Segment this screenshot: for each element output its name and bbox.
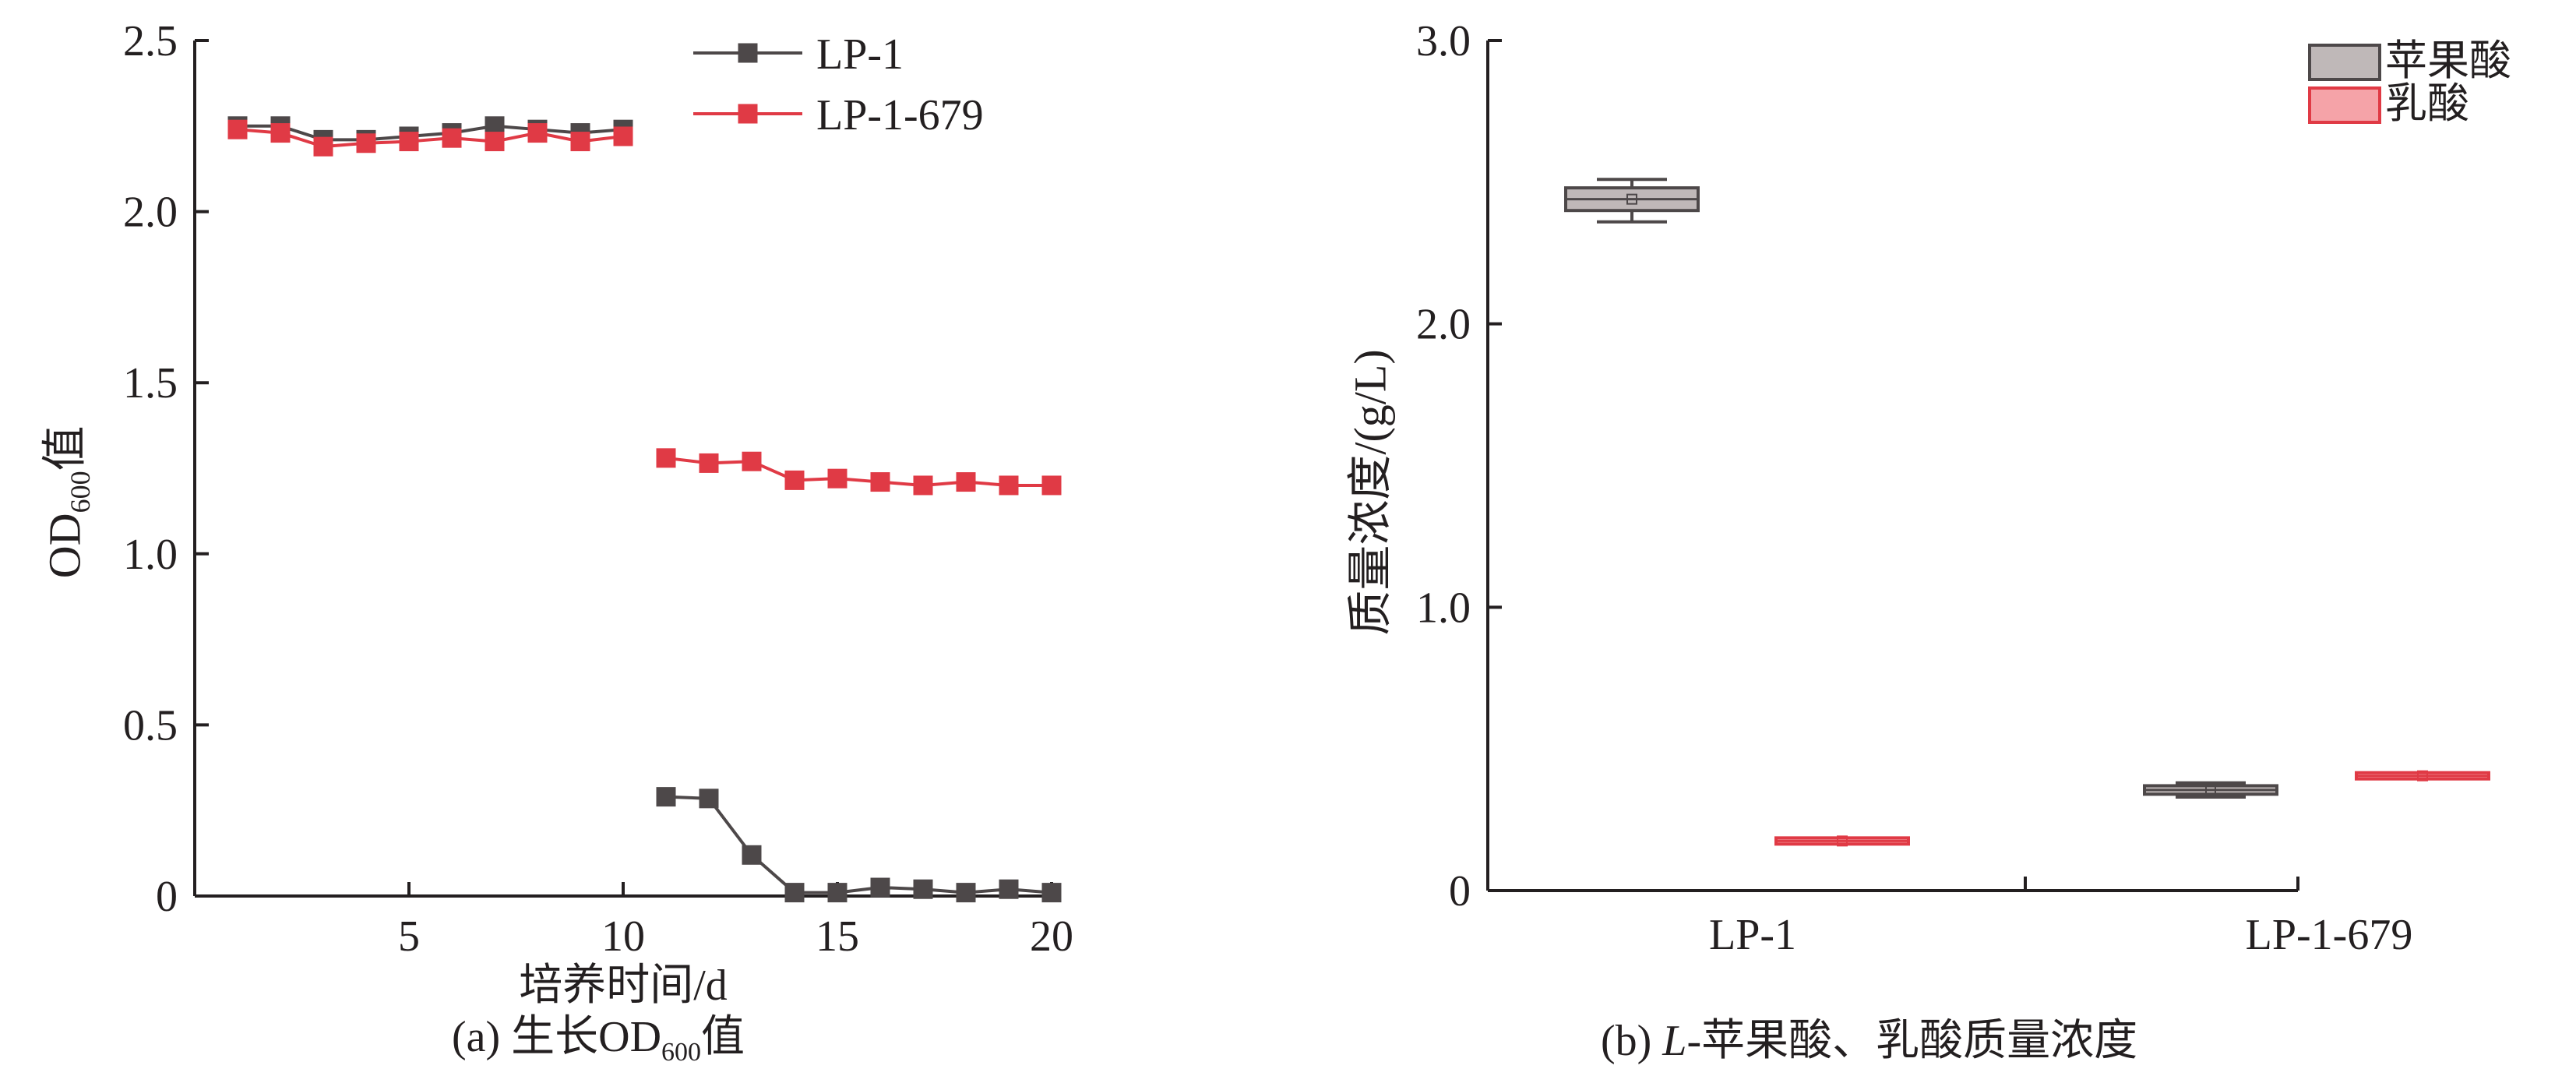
chart-a-y-tick-label: 0 [156, 873, 178, 921]
chart-b-x-tick-label: LP-1 [1709, 911, 1796, 959]
chart-a-y-tick-label: 1.5 [123, 359, 178, 407]
growth-od-chart: 0 0.5 1.0 1.5 2.0 2.5 5 10 15 20 培养时间/d LP-1 LP-1-67… [123, 17, 1073, 1010]
chart-a-data-point [827, 883, 848, 903]
chart-a-data-point [784, 883, 805, 903]
chart-a-data-point [356, 133, 376, 153]
chart-a-y-tick-label: 0.5 [123, 701, 178, 750]
chart-a-data-point [442, 128, 462, 148]
chart-b-y-tick-label: 1.0 [1416, 584, 1471, 632]
chart-b-legend-swatch [2308, 44, 2381, 81]
chart-b-mean-marker [2205, 784, 2216, 796]
chart-a-y-tick-label: 1.0 [123, 531, 178, 579]
chart-a-x-axis-label: 培养时间/d [519, 961, 728, 1010]
chart-a-data-point [999, 879, 1019, 899]
chart-a-data-point [913, 879, 933, 899]
chart-a-data-point [1041, 883, 1062, 903]
chart-b-y-tick-label: 3.0 [1416, 17, 1471, 65]
chart-a-data-point [784, 470, 805, 490]
chart-a-y-tick-label: 2.0 [123, 189, 178, 237]
chart-a-y-tick-label: 2.5 [123, 17, 178, 65]
chart-b-caption: (b) L-苹果酸、乳酸质量浓度 [1601, 1017, 2138, 1065]
chart-a-x-tick-label: 10 [601, 912, 645, 961]
chart-a-series-line [665, 795, 1052, 894]
chart-a-data-point [313, 136, 333, 157]
chart-a-data-point [570, 132, 590, 152]
chart-a-data-point [1041, 475, 1062, 496]
chart-a-data-point [656, 448, 676, 468]
chart-a-data-point [699, 453, 719, 473]
chart-a-caption: (a) 生长OD600值 [452, 1013, 745, 1067]
chart-a-y-axis-label: OD600值 [39, 425, 97, 579]
chart-a-series-line [238, 124, 624, 142]
chart-a-data-point [527, 123, 548, 143]
chart-a-x-tick-label: 20 [1030, 912, 1073, 961]
chart-b-mean-marker [1626, 193, 1637, 205]
chart-a-data-point [613, 126, 633, 146]
chart-b-mean-marker [2417, 770, 2428, 781]
chart-a-data-point [999, 475, 1019, 496]
chart-a-data-point [742, 451, 762, 471]
chart-b-y-tick-label: 2.0 [1416, 301, 1471, 349]
chart-a-data-point [870, 472, 890, 492]
chart-a-data-point [913, 475, 933, 496]
chart-a-legend-label: LP-1 [816, 30, 904, 79]
chart-a-data-point [399, 132, 419, 152]
chart-a-data-point [699, 789, 719, 809]
chart-a-data-point [656, 787, 676, 807]
chart-a-series-line [237, 128, 624, 149]
chart-b-legend-label: 苹果酸 [2385, 37, 2511, 84]
chart-a-legend-label: LP-1-679 [816, 91, 984, 139]
chart-a-data-point [742, 845, 762, 865]
chart-a-data-point [270, 123, 291, 143]
chart-a-legend-marker [738, 104, 758, 124]
chart-a-data-point [485, 132, 505, 152]
chart-b-mean-marker [1837, 835, 1848, 847]
chart-b-y-tick-label: 0 [1449, 867, 1471, 916]
chart-b-legend-swatch [2308, 86, 2381, 124]
chart-a-legend-marker [738, 43, 758, 63]
chart-a-data-point [827, 468, 848, 489]
chart-a-series-line [665, 456, 1052, 487]
chart-a-data-point [870, 877, 890, 898]
chart-b-legend-label: 乳酸 [2385, 80, 2469, 127]
chart-a-x-tick-label: 5 [398, 912, 420, 961]
chart-a-data-point [956, 472, 976, 492]
chart-b-y-axis-label: 质量浓度/(g/L) [1344, 349, 1396, 636]
chart-a-data-point [227, 119, 248, 139]
chart-a-x-tick-label: 15 [816, 912, 859, 961]
chart-b-x-tick-label: LP-1-679 [2246, 911, 2413, 959]
chart-a-data-point [956, 883, 976, 903]
